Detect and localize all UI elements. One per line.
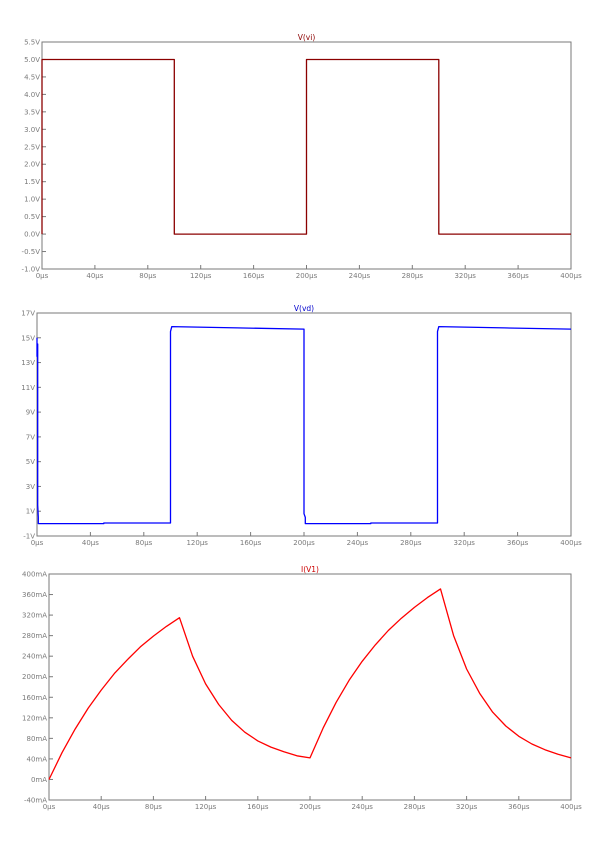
plot-1-y-tick-label: 4.0V — [24, 91, 40, 99]
plot-3-x-tick-label: 200µs — [299, 803, 321, 811]
plot-1-y-tick-label: -0.5V — [22, 248, 41, 256]
plot-2-y-tick-label: 15V — [21, 334, 35, 342]
plot-1-y-tick-label: 1.0V — [24, 196, 40, 204]
plot-2-y-tick-label: 5V — [26, 458, 35, 466]
plot-2-y-tick-label: 17V — [21, 310, 35, 318]
plot-1-x-tick-label: 320µs — [454, 272, 476, 280]
plot-2-x-tick-label: 160µs — [240, 539, 262, 547]
plot-2-x-tick-label: 0µs — [31, 539, 44, 547]
plot-3-x-tick-label: 320µs — [456, 803, 478, 811]
plot-1-title: V(vi) — [298, 33, 316, 42]
plot-3-y-tick-label: 160mA — [22, 694, 47, 702]
plot-1-y-tick-label: 5.0V — [24, 56, 40, 64]
plot-3-y-tick-label: 240mA — [22, 653, 47, 661]
plot-3-series-line — [48, 588, 572, 780]
plot-3-y-tick-label: 360mA — [22, 591, 47, 599]
plot-3-x-tick-label: 120µs — [195, 803, 217, 811]
plot-3-x-tick-label: 160µs — [247, 803, 269, 811]
plot-3-y-tick-label: 120mA — [22, 714, 47, 722]
plot-2-y-tick-label: -1V — [23, 533, 35, 541]
plot-3-y-tick-label: 40mA — [26, 755, 47, 763]
plot-2-y-tick-label: 1V — [26, 508, 35, 516]
plot-1-x-tick-label: 40µs — [86, 272, 103, 280]
plot-3-frame — [48, 573, 572, 801]
plot-2-x-tick-label: 400µs — [560, 539, 582, 547]
plot-3-x-tick-label: 280µs — [404, 803, 426, 811]
plot-3-x-tick-label: 80µs — [145, 803, 162, 811]
plot-2-y-tick-label: 11V — [21, 384, 35, 392]
plot-3-y-tick-label: -40mA — [24, 797, 47, 805]
plot-1-y-tick-label: 2.0V — [24, 161, 40, 169]
plot-1-x-tick-label: 0µs — [36, 272, 49, 280]
plot-2-y-tick-label: 13V — [21, 359, 35, 367]
plot-2-x-tick-label: 80µs — [135, 539, 152, 547]
plot-1-x-tick-label: 80µs — [139, 272, 156, 280]
plot-2-x-tick-label: 280µs — [400, 539, 422, 547]
plot-3-x-tick-label: 40µs — [93, 803, 110, 811]
plot-1-y-tick-label: 2.5V — [24, 143, 40, 151]
plot-1-y-tick-label: -1.0V — [22, 266, 41, 274]
plot-3-x-tick-label: 240µs — [351, 803, 373, 811]
plot-1-y-tick-label: 3.0V — [24, 126, 40, 134]
plot-1-x-tick-label: 120µs — [190, 272, 212, 280]
plot-1-x-tick-label: 160µs — [243, 272, 265, 280]
plot-2-x-tick-label: 120µs — [186, 539, 208, 547]
plot-1-y-tick-label: 4.5V — [24, 73, 40, 81]
plot-3-y-tick-label: 280mA — [22, 632, 47, 640]
plot-1-x-tick-label: 280µs — [402, 272, 424, 280]
plot-3-x-tick-label: 0µs — [43, 803, 56, 811]
plot-1-x-tick-label: 360µs — [507, 272, 529, 280]
plot-3-y-tick-label: 80mA — [26, 735, 47, 743]
plot-2-y-tick-label: 9V — [26, 409, 35, 417]
plot-3-title: I(V1) — [301, 565, 319, 574]
plot-2-y-tick-label: 3V — [26, 483, 35, 491]
plot-3-y-tick-label: 400mA — [22, 571, 47, 579]
plot-1-y-tick-label: 3.5V — [24, 108, 40, 116]
plot-3-x-tick-label: 400µs — [560, 803, 582, 811]
plot-3-x-tick-label: 360µs — [508, 803, 530, 811]
plot-2-x-tick-label: 360µs — [507, 539, 529, 547]
plot-2-series-line — [36, 325, 572, 525]
plot-3-y-tick-label: 200mA — [22, 673, 47, 681]
plot-1-y-tick-label: 0.0V — [24, 231, 40, 239]
plot-2-x-tick-label: 240µs — [347, 539, 369, 547]
plot-1-y-tick-label: 5.5V — [24, 39, 40, 47]
plot-3-y-tick-label: 320mA — [22, 612, 47, 620]
plot-3-y-tick-label: 0mA — [31, 776, 47, 784]
plot-1-y-tick-label: 1.5V — [24, 178, 40, 186]
plot-2-x-tick-label: 320µs — [453, 539, 475, 547]
plot-2-x-tick-label: 200µs — [293, 539, 315, 547]
plot-1-series-line — [41, 58, 571, 235]
plot-2-title: V(vd) — [294, 304, 314, 313]
plot-2-x-tick-label: 40µs — [82, 539, 99, 547]
plot-1-x-tick-label: 400µs — [560, 272, 582, 280]
plot-1-x-tick-label: 240µs — [349, 272, 371, 280]
plot-2-y-tick-label: 7V — [26, 433, 35, 441]
plot-1-x-tick-label: 200µs — [296, 272, 318, 280]
plot-1-y-tick-label: 0.5V — [24, 213, 40, 221]
